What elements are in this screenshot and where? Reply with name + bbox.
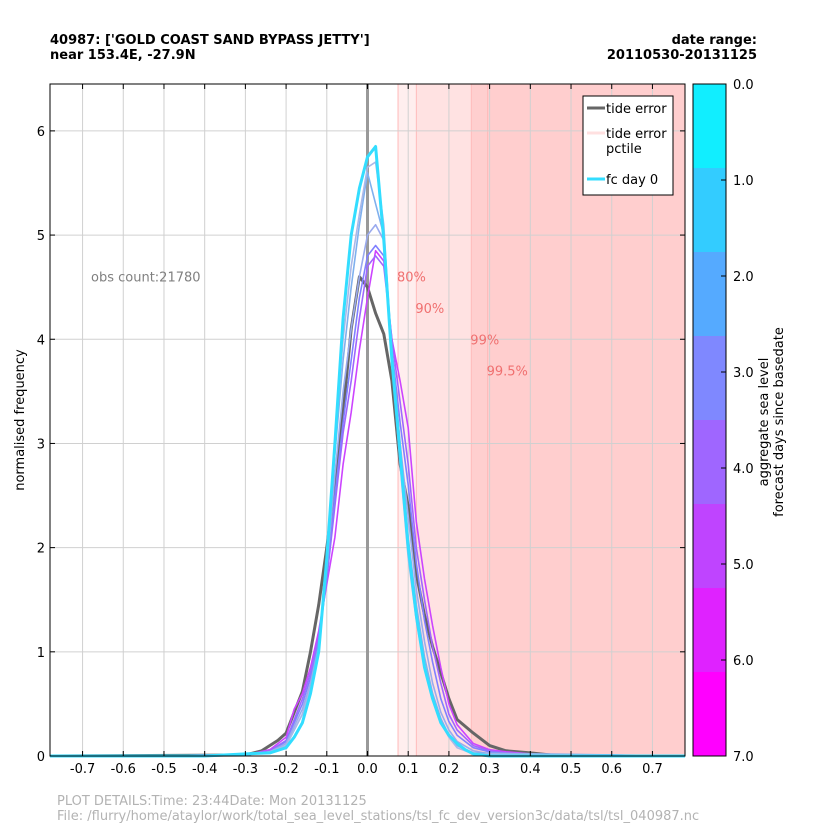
series-line-fc-day-5	[49, 255, 686, 757]
obs-count-annotation: obs count:21780	[91, 271, 201, 286]
x-tick-label: 0.5	[561, 762, 582, 777]
colorbar-segment	[693, 420, 726, 505]
axes: -0.7 -0.6 -0.5 -0.4 -0.3 -0.2 -0.1 0.0 0.1 0.2 0.3…	[13, 83, 686, 777]
colorbar-segment	[693, 336, 726, 421]
colorbar-segment	[693, 588, 726, 673]
colorbar-tick-label: 6.0	[733, 654, 754, 669]
percentile-label-1: 90%	[415, 302, 444, 317]
series-line-fc-day-4	[49, 244, 686, 757]
y-tick-label: 4	[37, 333, 45, 348]
x-tick-label: 0.2	[439, 762, 460, 777]
x-tick-label: 0.7	[642, 762, 663, 777]
percentile-label-2: 99%	[470, 333, 499, 348]
colorbar-tick-label: 4.0	[733, 462, 754, 477]
x-tick-label: -0.3	[233, 762, 258, 777]
x-tick-label: -0.4	[192, 762, 217, 777]
file-path: File: /flurry/home/ataylor/work/total_se…	[57, 809, 700, 824]
colorbar-tick-label: 2.0	[733, 270, 754, 285]
y-axis-label: normalised frequency	[13, 349, 28, 491]
colorbar-label-line1: aggregate sea level	[757, 358, 772, 487]
colorbar-label-line2: forecast days since basedate	[772, 327, 787, 517]
colorbar-tick-label: 0.0	[733, 78, 754, 93]
colorbar-segment	[693, 252, 726, 337]
y-tick-label: 3	[37, 437, 45, 452]
percentile-label-0: 80%	[397, 271, 426, 286]
date-range-label: date range:	[671, 33, 757, 48]
y-tick-label: 2	[37, 542, 45, 557]
colorbar-segment	[693, 672, 726, 757]
x-tick-label: -0.6	[111, 762, 136, 777]
colorbar-tick-label: 3.0	[733, 366, 754, 381]
legend: tide error tide error pctile fc day 0	[582, 95, 674, 196]
percentile-labels: 80% 90% 99% 99.5% obs count:21780	[91, 271, 528, 380]
date-range-value: 20110530-20131125	[606, 48, 757, 63]
colorbar-tick-label: 7.0	[733, 750, 754, 765]
y-tick-label: 0	[37, 750, 45, 765]
series-line-fc-day-0	[50, 145, 685, 758]
colorbar-segment	[693, 168, 726, 253]
legend-label: fc day 0	[606, 173, 658, 188]
x-tick-label: -0.7	[70, 762, 95, 777]
series-line-tide-error	[49, 275, 685, 758]
x-tick-label: 0.4	[520, 762, 541, 777]
station-location: near 153.4E, -27.9N	[50, 48, 196, 63]
series-line-fc-day-3	[49, 223, 686, 757]
x-tick-label: -0.5	[151, 762, 176, 777]
x-tick-label: -0.2	[273, 762, 298, 777]
series-lines	[49, 84, 686, 758]
colorbar: 0.0 1.0 2.0 3.0 4.0 5.0 6.0 7.0 aggregate sea le…	[692, 78, 787, 765]
colorbar-tick-label: 5.0	[733, 558, 754, 573]
plot-details: PLOT DETAILS:Time: 23:44Date: Mon 201311…	[57, 794, 367, 809]
y-tick-label: 5	[37, 229, 45, 244]
y-tick-label: 6	[37, 125, 45, 140]
x-tick-label: 0.1	[398, 762, 419, 777]
colorbar-segment	[693, 504, 726, 589]
colorbar-tick-label: 1.0	[733, 174, 754, 189]
legend-label: tide error pctile	[606, 127, 667, 157]
percentile-label-3: 99.5%	[487, 365, 528, 380]
y-tick-label: 1	[37, 646, 45, 661]
x-tick-label: 0.6	[601, 762, 622, 777]
x-tick-label: 0.0	[357, 762, 378, 777]
colorbar-frame	[692, 83, 727, 757]
x-tick-label: -0.1	[314, 762, 339, 777]
legend-label: tide error	[606, 102, 667, 117]
x-tick-label: 0.3	[479, 762, 500, 777]
colorbar-segment	[693, 84, 726, 169]
station-title: 40987: ['GOLD COAST SAND BYPASS JETTY']	[50, 33, 370, 48]
